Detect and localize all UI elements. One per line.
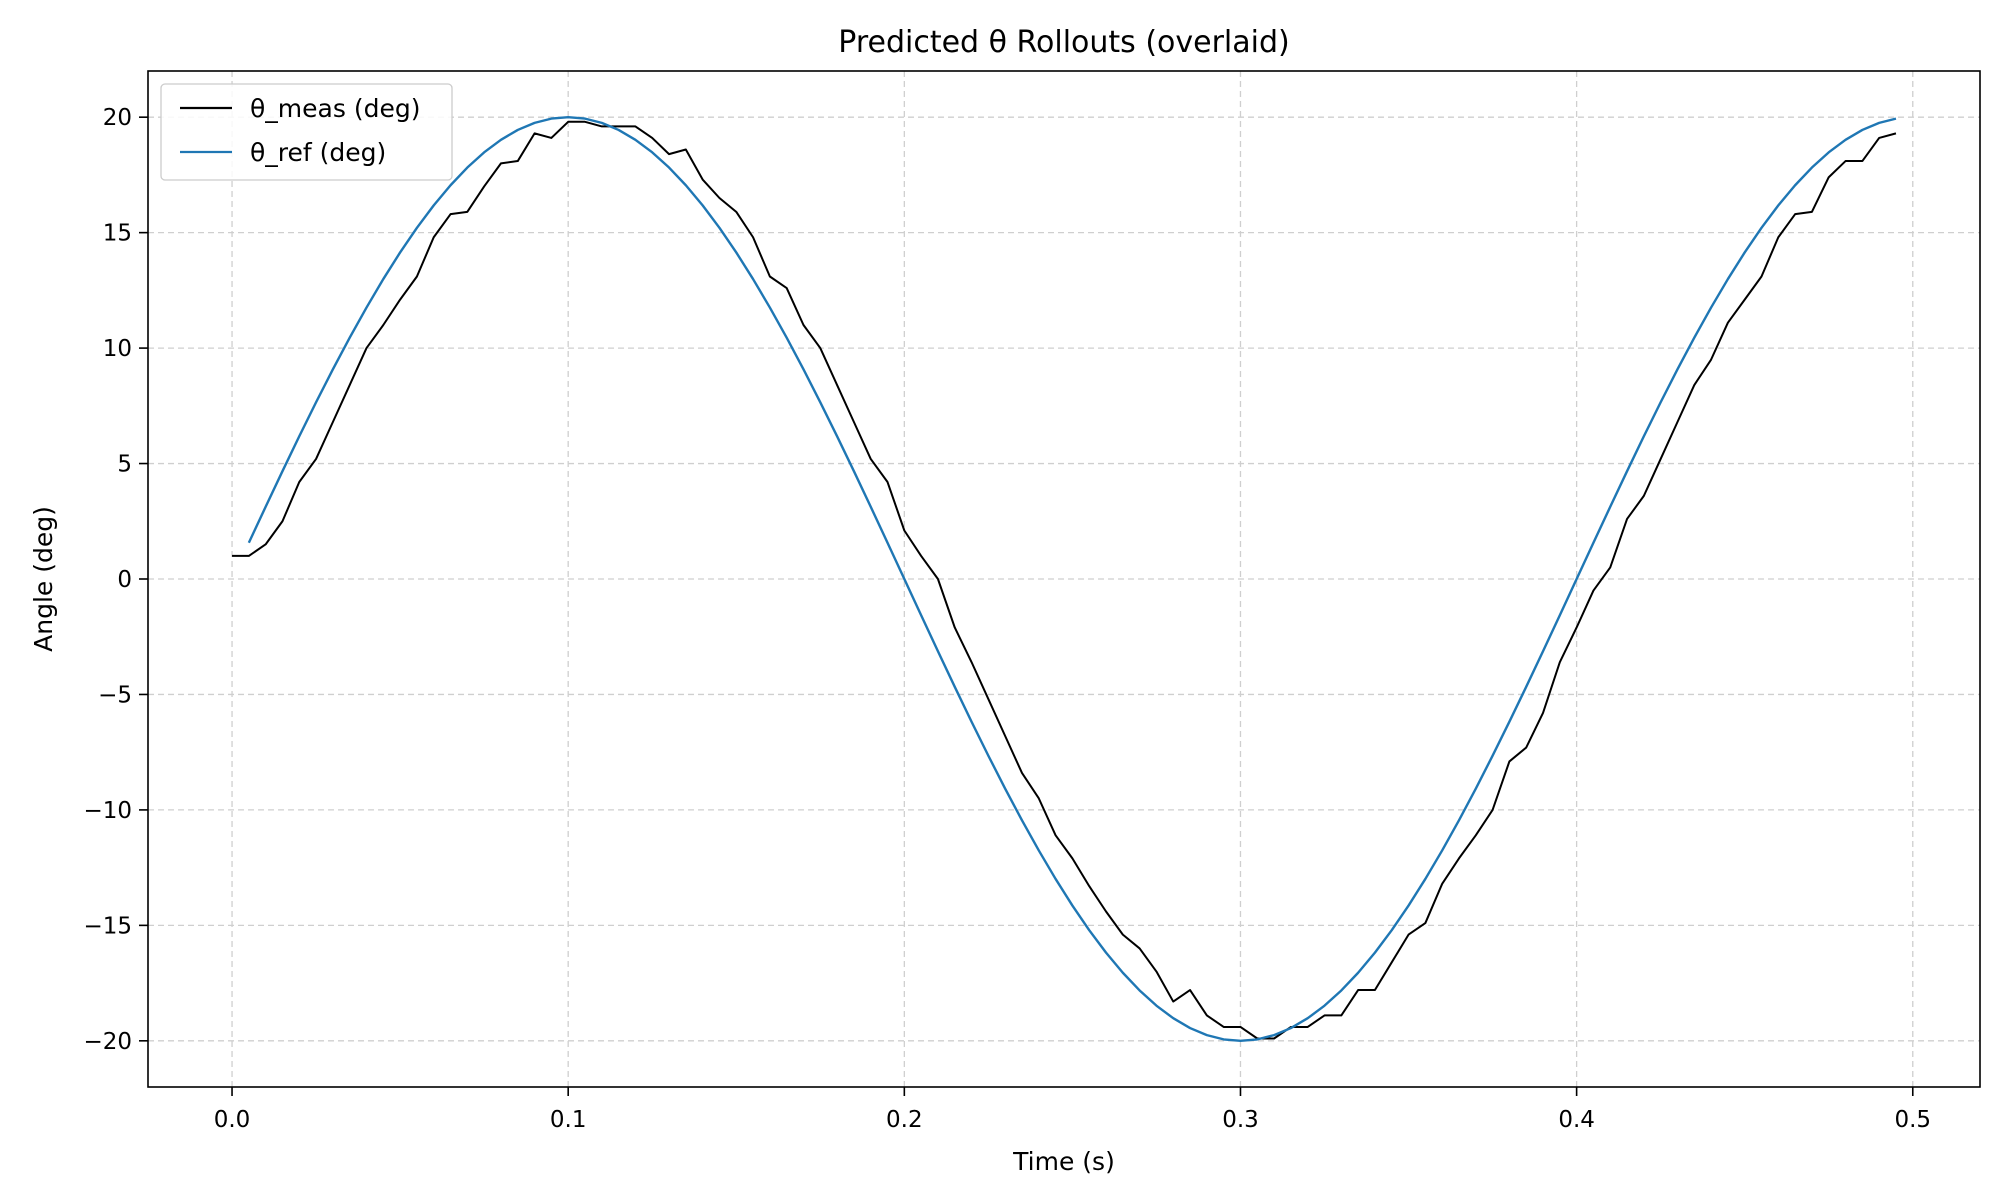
y-axis: 20 15 10 5 0 −5 −10 −15 −20 — [83, 105, 148, 1055]
y-tick-label: −15 — [83, 913, 132, 939]
y-tick-label: −20 — [83, 1029, 132, 1055]
y-tick-label: 15 — [103, 221, 132, 247]
x-tick-label: 0.2 — [886, 1107, 923, 1133]
x-tick-label: 0.4 — [1558, 1107, 1595, 1133]
y-tick-label: 20 — [103, 105, 132, 131]
grid-lines — [148, 71, 1980, 1087]
y-tick-label: 10 — [103, 336, 132, 362]
chart-title: Predicted θ Rollouts (overlaid) — [838, 25, 1289, 60]
legend-label-meas: θ_meas (deg) — [250, 94, 420, 123]
y-tick-label: 5 — [117, 452, 132, 478]
legend-label-ref: θ_ref (deg) — [250, 138, 386, 167]
series-line-ref — [247, 115, 1897, 1043]
y-tick-label: 0 — [117, 567, 132, 593]
series-line-meas — [232, 120, 1897, 1040]
x-tick-label: 0.0 — [214, 1107, 251, 1133]
series-layer — [232, 115, 1897, 1043]
legend-box — [160, 83, 453, 181]
y-tick-label: −5 — [98, 682, 132, 708]
x-axis: 0.0 0.1 0.2 0.3 0.4 0.5 — [214, 1087, 1931, 1133]
legend: θ_meas (deg) θ_ref (deg) — [160, 83, 453, 181]
x-axis-label: Time (s) — [1012, 1147, 1115, 1176]
y-tick-label: −10 — [83, 798, 132, 824]
x-tick-label: 0.3 — [1222, 1107, 1259, 1133]
x-tick-label: 0.1 — [550, 1107, 587, 1133]
x-tick-label: 0.5 — [1894, 1107, 1931, 1133]
y-axis-label: Angle (deg) — [29, 506, 58, 652]
